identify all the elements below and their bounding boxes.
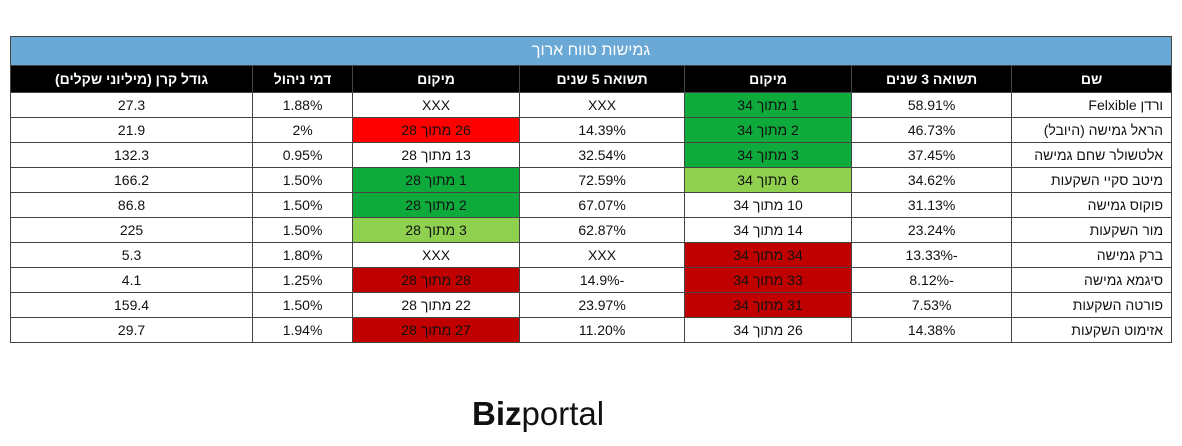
table-row: הראל גמישה (היובל) 46.73% 2 מתוך 34 14.39% 2… [9,117,1173,143]
cell-management-fee: 2% [252,117,354,143]
cell-fund-size: 159.4 [9,292,254,318]
cell-fund-size: 132.3 [9,142,254,168]
cell-rank-3y: 14 מתוך 34 [684,217,853,243]
cell-fund-size: 27.3 [9,92,254,118]
cell-fund-size: 86.8 [9,192,254,218]
cell-fund-size: 225 [9,217,254,243]
cell-return-3y: 14.38% [851,317,1013,343]
table-row: אלטשולר שחם גמישה 37.45% 3 מתוך 34 32.54% 13… [9,142,1173,168]
table-row: פורטה השקעות 7.53% 31 מתוך 34 23.97% 22 מתוך… [9,292,1173,318]
cell-return-3y: 34.62% [851,167,1013,193]
cell-return-3y: -8.12% [851,267,1013,293]
cell-name: הראל גמישה (היובל) [1011,117,1173,143]
cell-rank-5y: XXX [352,242,521,268]
cell-management-fee: 1.50% [252,167,354,193]
cell-name: סיגמא גמישה [1011,267,1173,293]
cell-rank-5y: 1 מתוך 28 [352,167,521,193]
cell-rank-5y: 3 מתוך 28 [352,217,521,243]
cell-return-3y: 46.73% [851,117,1013,143]
cell-rank-5y: 28 מתוך 28 [352,267,521,293]
cell-return-5y: XXX [519,92,686,118]
cell-name: אלטשולר שחם גמישה [1011,142,1173,168]
cell-name: פוקוס גמישה [1011,192,1173,218]
cell-rank-3y: 34 מתוך 34 [684,242,853,268]
cell-rank-3y: 26 מתוך 34 [684,317,853,343]
funds-table-container: גמישות טווח ארוך שם תשואה 3 שנים מיקום ת… [9,36,1173,343]
logo-bold-part: Biz [472,395,522,432]
cell-name: מיטב סקיי השקעות [1011,167,1173,193]
table-header-row: שם תשואה 3 שנים מיקום תשואה 5 שנים מיקום… [9,65,1173,93]
cell-name: אזימוט השקעות [1011,317,1173,343]
table-row: פוקוס גמישה 31.13% 10 מתוך 34 67.07% 2 מתוך … [9,192,1173,218]
table-row: סיגמא גמישה -8.12% 33 מתוך 34 -14.9% 28 מתוך… [9,267,1173,293]
cell-rank-5y: 27 מתוך 28 [352,317,521,343]
cell-return-3y: 31.13% [851,192,1013,218]
table-title-row: גמישות טווח ארוך [9,36,1173,66]
column-header-rank-3y: מיקום [684,65,853,93]
cell-return-5y: 62.87% [519,217,686,243]
column-header-return-5y: תשואה 5 שנים [519,65,686,93]
cell-fund-size: 21.9 [9,117,254,143]
cell-fund-size: 4.1 [9,267,254,293]
cell-return-5y: 72.59% [519,167,686,193]
cell-rank-3y: 31 מתוך 34 [684,292,853,318]
cell-return-3y: -13.33% [851,242,1013,268]
cell-name: ורדן Felxible [1011,92,1173,118]
table-row: מור השקעות 23.24% 14 מתוך 34 62.87% 3 מתוך 2… [9,217,1173,243]
cell-return-5y: -14.9% [519,267,686,293]
table-title: גמישות טווח ארוך [9,36,1173,66]
cell-name: פורטה השקעות [1011,292,1173,318]
cell-name: ברק גמישה [1011,242,1173,268]
cell-rank-3y: 2 מתוך 34 [684,117,853,143]
cell-management-fee: 1.88% [252,92,354,118]
cell-rank-5y: 2 מתוך 28 [352,192,521,218]
cell-return-5y: 32.54% [519,142,686,168]
cell-rank-3y: 10 מתוך 34 [684,192,853,218]
cell-return-5y: 14.39% [519,117,686,143]
cell-management-fee: 1.25% [252,267,354,293]
cell-management-fee: 1.50% [252,217,354,243]
cell-name: מור השקעות [1011,217,1173,243]
table-row: ורדן Felxible 58.91% 1 מתוך 34 XXX XXX 1.88% 2… [9,92,1173,118]
column-header-return-3y: תשואה 3 שנים [851,65,1013,93]
table-row: אזימוט השקעות 14.38% 26 מתוך 34 11.20% 27 מת… [9,317,1173,343]
cell-management-fee: 1.50% [252,192,354,218]
cell-return-3y: 23.24% [851,217,1013,243]
cell-return-3y: 58.91% [851,92,1013,118]
logo-rest-part: portal [521,395,605,432]
bizportal-logo: Biz portal [472,396,604,432]
cell-fund-size: 29.7 [9,317,254,343]
cell-management-fee: 1.80% [252,242,354,268]
cell-return-5y: 11.20% [519,317,686,343]
cell-return-5y: 23.97% [519,292,686,318]
cell-rank-3y: 3 מתוך 34 [684,142,853,168]
cell-rank-3y: 6 מתוך 34 [684,167,853,193]
cell-rank-5y: 13 מתוך 28 [352,142,521,168]
cell-management-fee: 0.95% [252,142,354,168]
column-header-rank-5y: מיקום [352,65,521,93]
cell-return-3y: 37.45% [851,142,1013,168]
column-header-management-fee: דמי ניהול [252,65,354,93]
column-header-name: שם [1011,65,1173,93]
cell-rank-5y: 26 מתוך 28 [352,117,521,143]
cell-return-5y: 67.07% [519,192,686,218]
cell-return-5y: XXX [519,242,686,268]
cell-rank-5y: XXX [352,92,521,118]
cell-rank-5y: 22 מתוך 28 [352,292,521,318]
table-row: מיטב סקיי השקעות 34.62% 6 מתוך 34 72.59% 1 מ… [9,167,1173,193]
table-row: ברק גמישה -13.33% 34 מתוך 34 XXX XXX 1.80% 5.3 [9,242,1173,268]
cell-management-fee: 1.50% [252,292,354,318]
cell-fund-size: 166.2 [9,167,254,193]
funds-table: גמישות טווח ארוך שם תשואה 3 שנים מיקום ת… [9,36,1173,343]
cell-fund-size: 5.3 [9,242,254,268]
cell-management-fee: 1.94% [252,317,354,343]
cell-rank-3y: 1 מתוך 34 [684,92,853,118]
column-header-fund-size: גודל קרן (מיליוני שקלים) [9,65,254,93]
cell-return-3y: 7.53% [851,292,1013,318]
cell-rank-3y: 33 מתוך 34 [684,267,853,293]
